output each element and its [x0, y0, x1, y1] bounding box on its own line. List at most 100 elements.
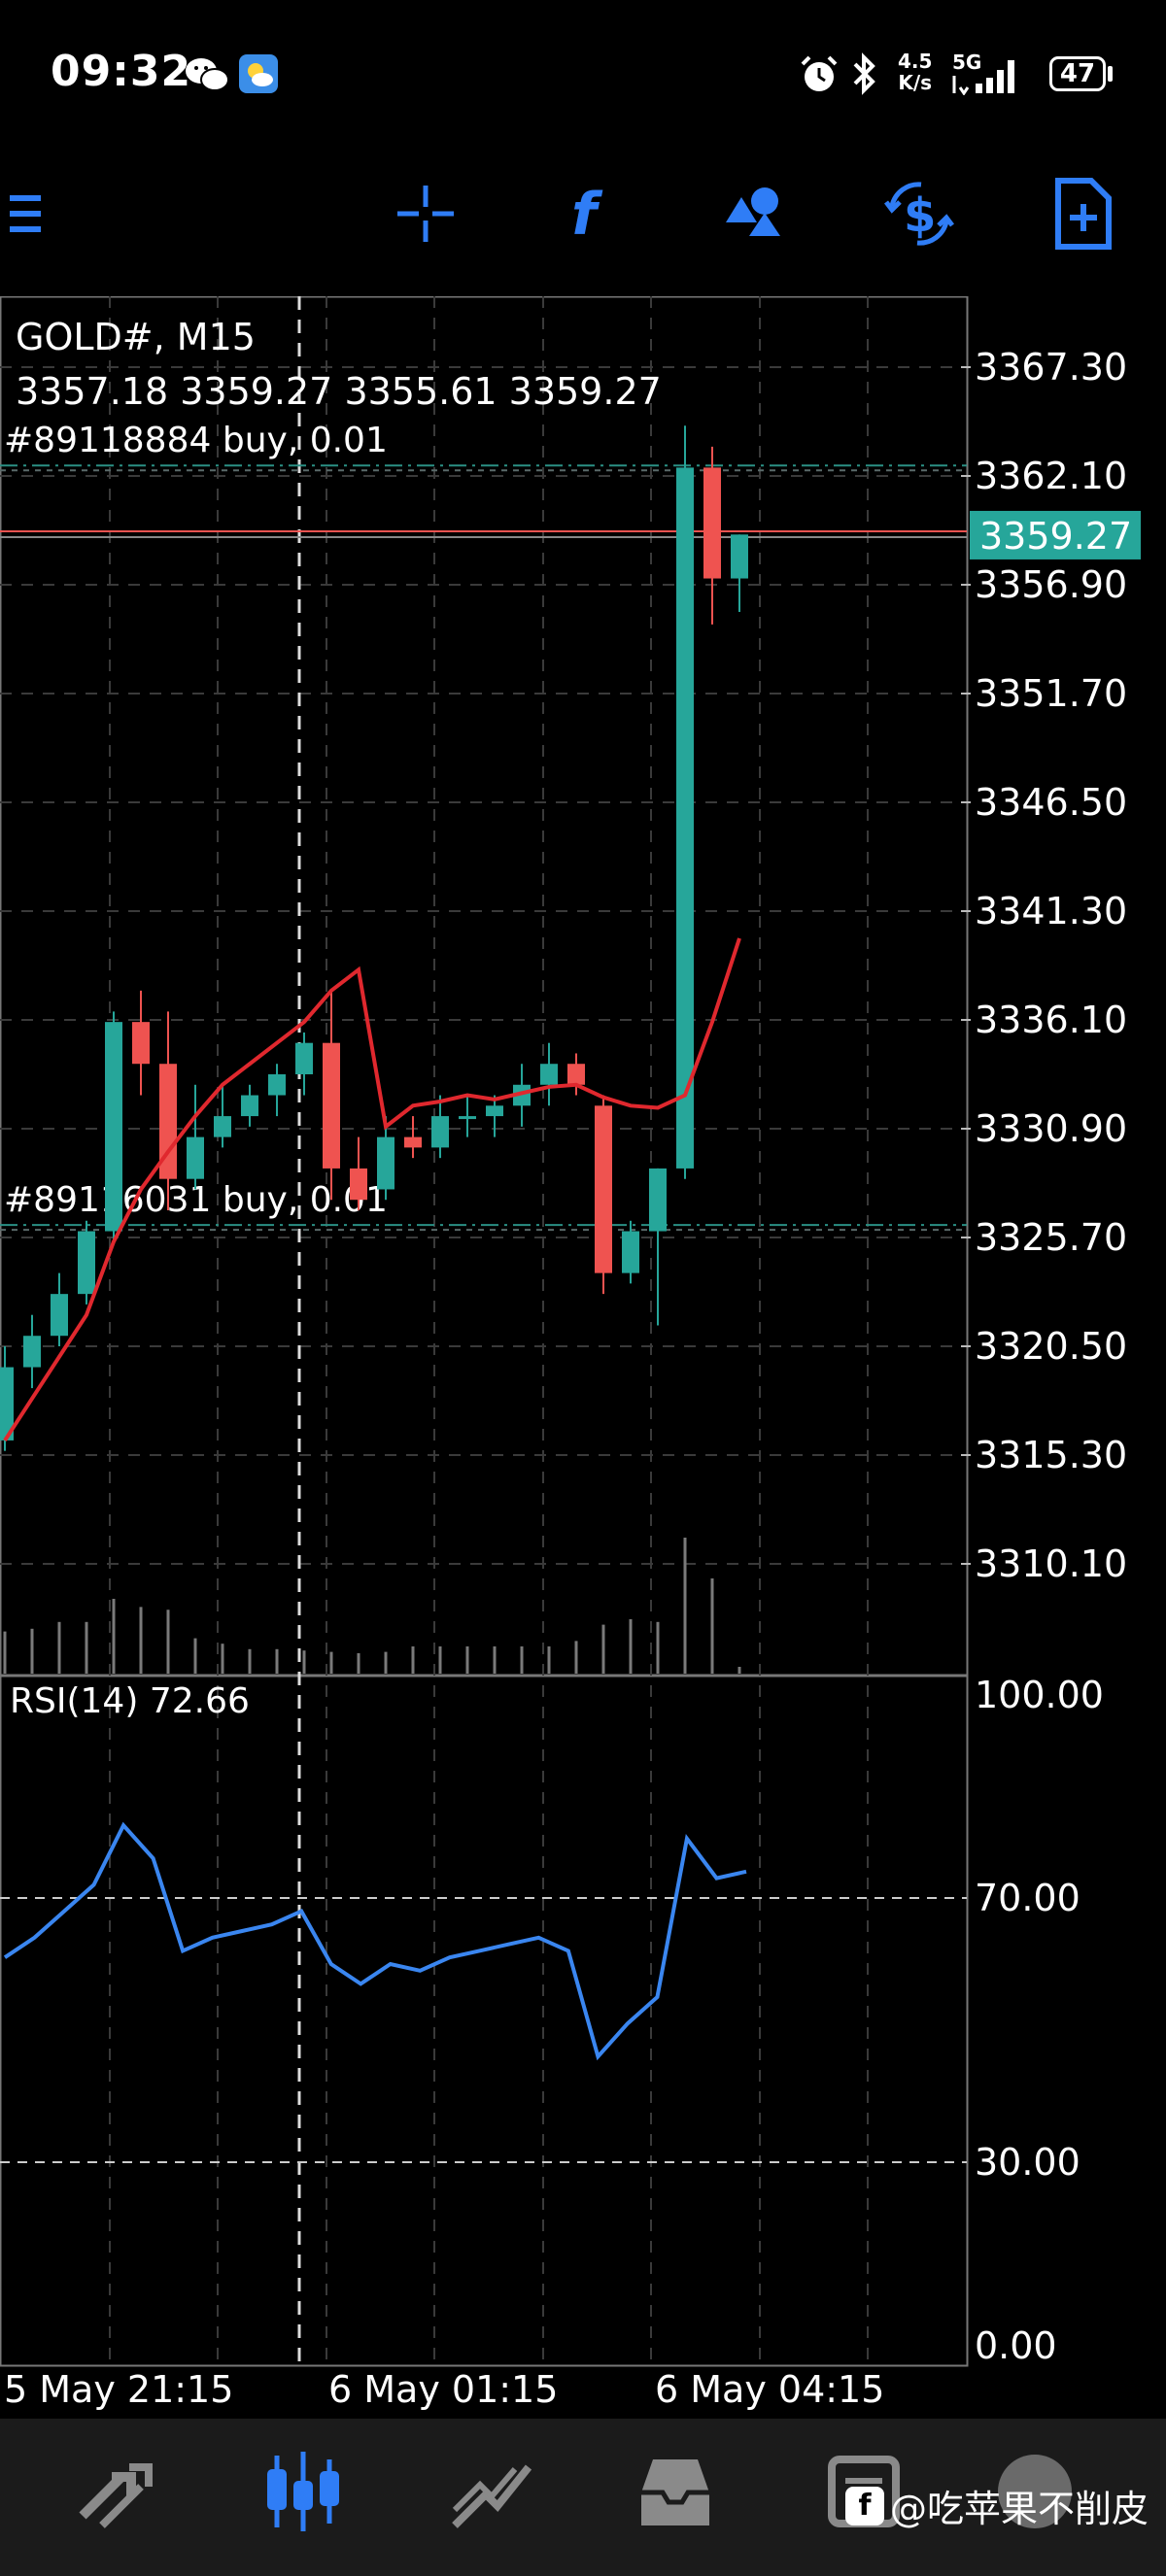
- network-type: 5G: [952, 51, 982, 74]
- price-axis-label: 3310.10: [975, 1542, 1127, 1585]
- nav-history[interactable]: [632, 2448, 719, 2535]
- candle-body: [78, 1231, 95, 1295]
- candle-body: [540, 1064, 558, 1085]
- candle-body: [0, 1367, 14, 1441]
- watermark: f @吃苹果不削皮: [844, 2479, 1149, 2532]
- battery-tip: [1108, 66, 1113, 82]
- watermark-text: @吃苹果不削皮: [889, 2488, 1149, 2530]
- candle-body: [459, 1116, 476, 1120]
- rsi-line: [3, 1821, 747, 2061]
- candle-body: [23, 1336, 41, 1368]
- battery-indicator: 47: [1049, 56, 1106, 91]
- candle-body: [703, 467, 721, 579]
- candle-body: [187, 1136, 204, 1179]
- indicators-button[interactable]: f: [550, 175, 628, 253]
- price-axis-label: 3325.70: [975, 1216, 1127, 1259]
- candle-body: [404, 1136, 422, 1148]
- price-axis-label: 3351.70: [975, 672, 1127, 715]
- price-chart[interactable]: #89118884 buy, 0.01#89116031 buy, 0.01 3…: [0, 295, 1166, 2423]
- price-axis-label: 3330.90: [975, 1107, 1127, 1150]
- trade-icon: [452, 2464, 532, 2528]
- candle-body: [350, 1168, 367, 1201]
- chart-area[interactable]: #89118884 buy, 0.01 #89116031 buy, 0.01 3…: [0, 295, 1166, 2423]
- weather-icon: [239, 54, 278, 93]
- price-axis-label: 3341.30: [975, 890, 1127, 932]
- current-price-badge: [970, 510, 1141, 559]
- candle-body: [595, 1105, 612, 1273]
- price-axis-label: 3320.50: [975, 1325, 1127, 1368]
- candle-body: [132, 1022, 150, 1065]
- current-price-label: 3359.27: [979, 515, 1132, 558]
- bluetooth-icon: [853, 52, 875, 95]
- chart-ohlc: 3357.18 3359.27 3355.61 3359.27: [16, 370, 662, 413]
- candle-body: [51, 1294, 68, 1337]
- svg-text:f: f: [571, 181, 603, 248]
- nav-chart[interactable]: [259, 2448, 347, 2535]
- currency-exchange-icon: $: [884, 182, 954, 246]
- clock: 09:32: [51, 47, 192, 96]
- price-axis-label: 3315.30: [975, 1434, 1127, 1476]
- candle-body: [159, 1064, 177, 1179]
- inbox-icon: [641, 2459, 709, 2525]
- rsi-axis-label: 100.00: [975, 1674, 1104, 1716]
- nav-trade[interactable]: [447, 2448, 534, 2535]
- crosshair-button[interactable]: [387, 175, 464, 253]
- indicators-icon: f: [571, 181, 603, 248]
- timeframe-button[interactable]: $: [880, 175, 958, 253]
- chart-symbol: GOLD#, M15: [16, 316, 256, 358]
- rsi-axis-label: 0.00: [975, 2324, 1057, 2367]
- candle-body: [214, 1116, 231, 1137]
- new-order-button[interactable]: [1044, 175, 1121, 253]
- menu-icon: [10, 195, 41, 232]
- price-axis-label: 3346.50: [975, 781, 1127, 824]
- candle-body: [431, 1116, 449, 1148]
- crosshair-icon: [397, 186, 454, 242]
- rsi-axis-label: 70.00: [975, 1877, 1080, 1919]
- price-axis-label: 3367.30: [975, 346, 1127, 389]
- candle-body: [241, 1095, 258, 1117]
- watermark-logo: f: [844, 2486, 884, 2525]
- status-bar: 09:32 4.5 K/s 5G 47: [0, 0, 1166, 146]
- net-speed-unit: K/s: [898, 71, 933, 94]
- candle-body: [323, 1042, 340, 1169]
- price-axis-label: 3356.90: [975, 563, 1127, 606]
- candle-body: [513, 1084, 531, 1106]
- nav-quotes[interactable]: [73, 2448, 160, 2535]
- candle-body: [567, 1064, 585, 1085]
- svg-text:$: $: [904, 188, 936, 243]
- chart-frame: [0, 295, 969, 2367]
- net-speed-value: 4.5: [898, 50, 933, 73]
- chart-toolbar: f $: [0, 146, 1166, 282]
- chat-bubble-icon: [998, 2455, 1072, 2528]
- candle-body: [731, 534, 748, 579]
- candle-body: [295, 1042, 313, 1074]
- candle-body: [649, 1168, 667, 1232]
- candlestick-chart-icon: [267, 2452, 339, 2531]
- rsi-label: RSI(14) 72.66: [10, 1681, 250, 1721]
- menu-button[interactable]: [0, 175, 58, 253]
- candle-body: [105, 1022, 122, 1232]
- order-label[interactable]: #89118884 buy, 0.01: [4, 421, 388, 460]
- signal-icon: [952, 60, 1014, 95]
- nav-messages[interactable]: [991, 2448, 1079, 2535]
- new-order-icon: [1055, 178, 1112, 250]
- battery-level: 47: [1059, 59, 1096, 88]
- candle-body: [676, 467, 694, 1169]
- bottom-navigation: [0, 2419, 1166, 2576]
- moving-average-line: [3, 937, 741, 1442]
- time-axis-label: 5 May 21:15: [4, 2368, 233, 2411]
- price-axis-label: 3336.10: [975, 999, 1127, 1041]
- objects-icon: [726, 187, 780, 236]
- time-axis-label: 6 May 04:15: [655, 2368, 884, 2411]
- alarm-icon: [801, 55, 838, 91]
- objects-button[interactable]: [715, 175, 793, 253]
- wechat-icon: [186, 58, 229, 91]
- quotes-arrows-icon: [79, 2463, 153, 2528]
- net-speed: 4.5 K/s: [898, 51, 932, 93]
- candle-body: [486, 1105, 503, 1117]
- rsi-axis-label: 30.00: [975, 2141, 1080, 2184]
- price-axis-label: 3362.10: [975, 455, 1127, 497]
- candle-body: [622, 1231, 639, 1273]
- time-axis-label: 6 May 01:15: [328, 2368, 558, 2411]
- candle-body: [268, 1074, 286, 1096]
